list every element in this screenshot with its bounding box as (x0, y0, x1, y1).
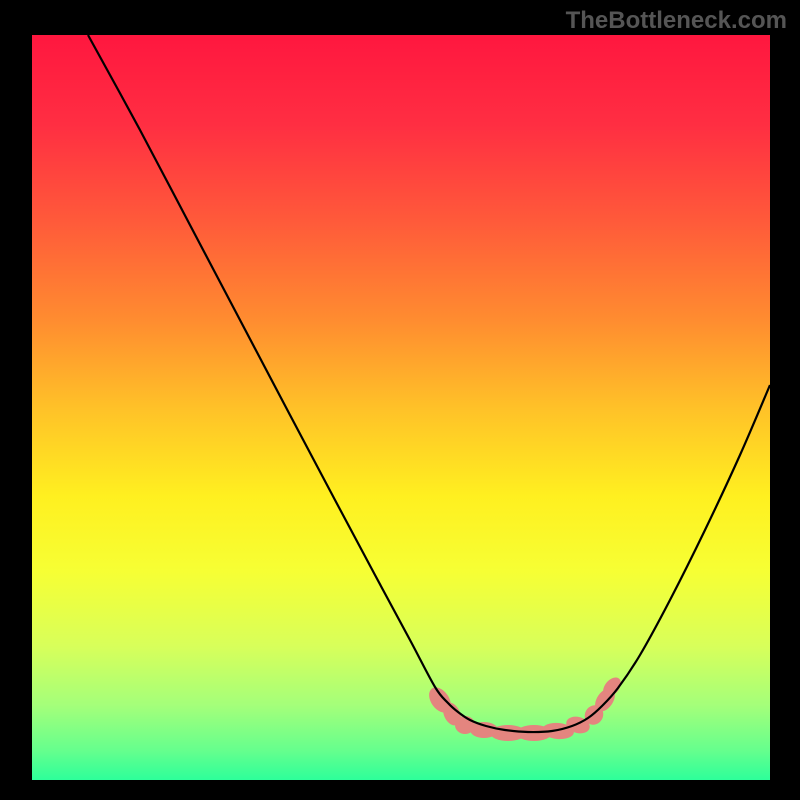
plot-svg (0, 0, 800, 800)
watermark-text: TheBottleneck.com (566, 7, 787, 35)
plot-background (32, 35, 770, 780)
figure: TheBottleneck.com (0, 0, 800, 800)
